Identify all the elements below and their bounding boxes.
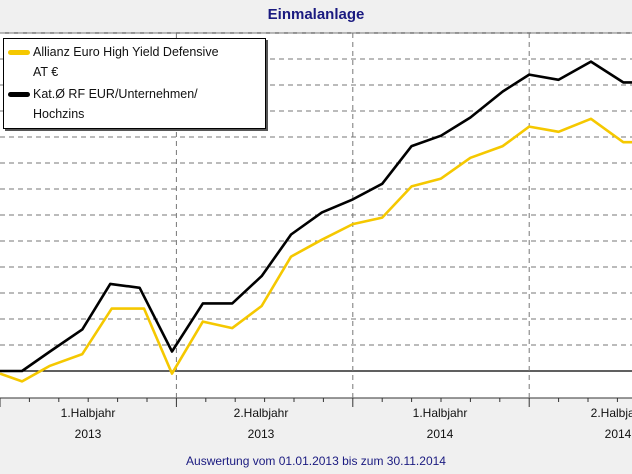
legend-item-fund: Allianz Euro High Yield Defensive AT €	[4, 42, 219, 82]
legend-label: Kat.Ø RF EUR/Unternehmen/	[33, 87, 198, 101]
legend-label: Hochzins	[33, 107, 85, 121]
legend-label: AT €	[33, 65, 59, 79]
evaluation-period: Auswertung vom 01.01.2013 bis zum 30.11.…	[186, 454, 446, 468]
legend-swatch-yellow	[8, 50, 30, 55]
x-tick-label: 1.Halbjahr 2014	[412, 406, 468, 441]
legend-swatch-black	[8, 92, 30, 97]
x-tick-label: 1.Halbjahr 2013	[60, 406, 116, 441]
legend: Allianz Euro High Yield Defensive AT € K…	[3, 38, 266, 129]
x-tick-label: 2.Halbjahr 2013	[233, 406, 289, 441]
legend-item-category: Kat.Ø RF EUR/Unternehmen/ Hochzins	[4, 84, 198, 124]
legend-label: Allianz Euro High Yield Defensive	[33, 45, 219, 59]
chart-title: Einmalanlage	[267, 6, 365, 23]
